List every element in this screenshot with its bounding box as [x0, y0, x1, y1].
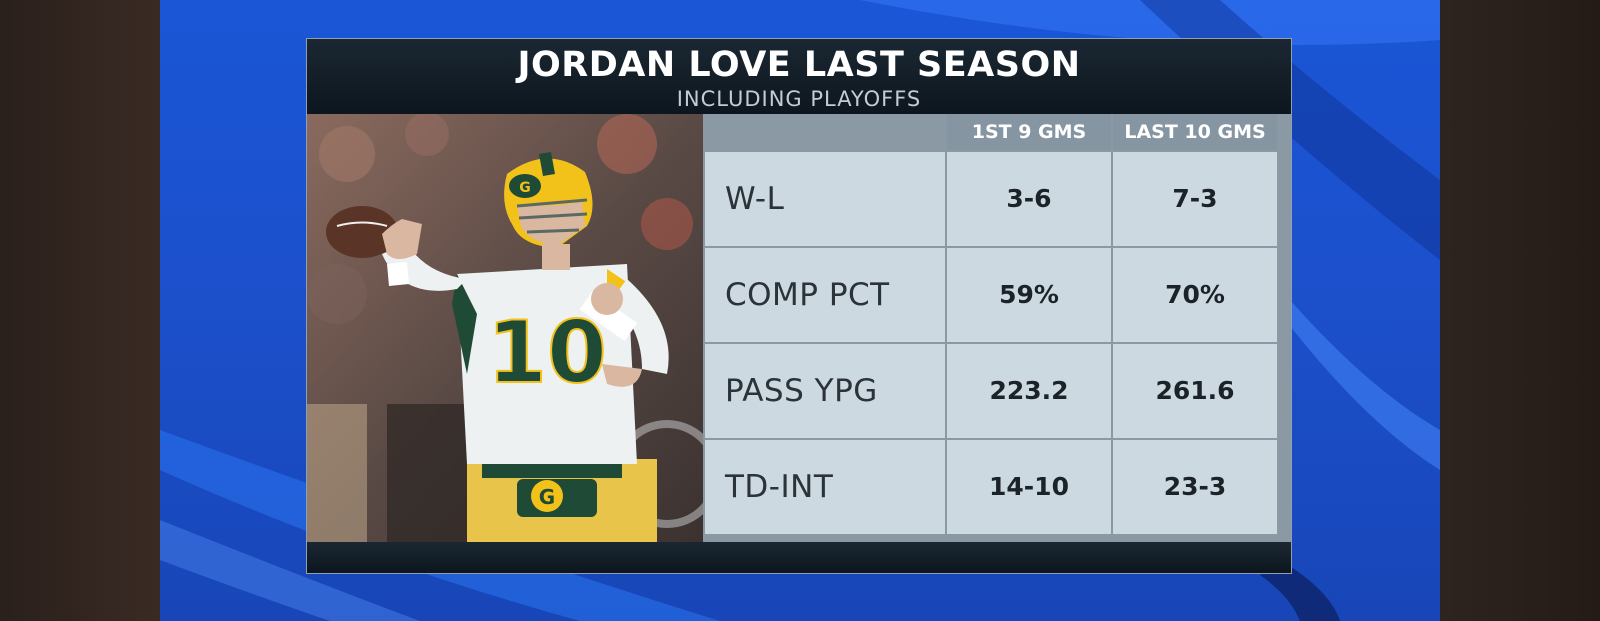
jersey-number: 10: [487, 303, 607, 403]
title-bar: JORDAN LOVE LAST SEASON INCLUDING PLAYOF…: [307, 39, 1291, 114]
stats-graphic: JORDAN LOVE LAST SEASON INCLUDING PLAYOF…: [306, 38, 1292, 574]
right-border: [1440, 0, 1600, 621]
cell-pass-ypg-first: 223.2: [947, 344, 1111, 438]
graphic-title: JORDAN LOVE LAST SEASON: [517, 45, 1081, 85]
cell-w-l-last: 7-3: [1113, 152, 1277, 246]
column-header-last-10: LAST 10 GMS: [1113, 114, 1277, 150]
row-label-w-l: W-L: [705, 152, 945, 246]
stats-table: 1ST 9 GMS LAST 10 GMS W-L 3-6 7-3 COMP P…: [703, 114, 1291, 542]
column-header-first-9: 1ST 9 GMS: [947, 114, 1111, 150]
cell-comp-pct-first: 59%: [947, 248, 1111, 342]
svg-text:G: G: [539, 485, 555, 509]
row-label-comp-pct: COMP PCT: [705, 248, 945, 342]
cell-td-int-first: 14-10: [947, 440, 1111, 534]
row-label-pass-ypg: PASS YPG: [705, 344, 945, 438]
cell-td-int-last: 23-3: [1113, 440, 1277, 534]
graphic-subtitle: INCLUDING PLAYOFFS: [676, 87, 922, 111]
left-border: [0, 0, 160, 621]
svg-text:G: G: [519, 180, 531, 196]
player-photo: G 10 G: [307, 114, 703, 542]
row-label-td-int: TD-INT: [705, 440, 945, 534]
cell-w-l-first: 3-6: [947, 152, 1111, 246]
footer-bar: [307, 542, 1291, 573]
cell-pass-ypg-last: 261.6: [1113, 344, 1277, 438]
cell-comp-pct-last: 70%: [1113, 248, 1277, 342]
